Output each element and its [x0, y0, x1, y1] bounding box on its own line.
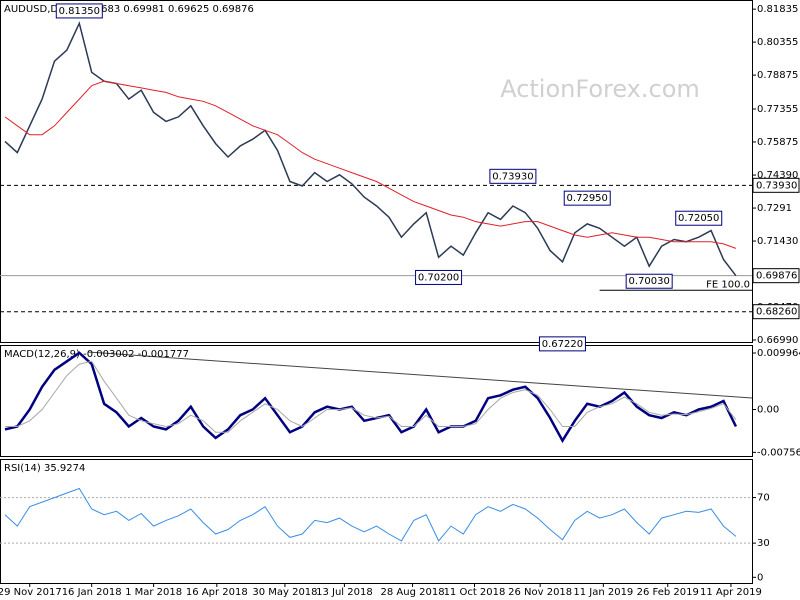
level-label: 0.68260 — [756, 307, 797, 318]
annotation-box — [675, 210, 723, 226]
annotation-label: 0.72950 — [567, 193, 608, 204]
annotation-box — [625, 273, 673, 289]
y-tick-label: 0 — [757, 572, 763, 583]
x-tick-label: 1 Mar 2018 — [125, 587, 182, 598]
annotation-box — [55, 3, 103, 19]
x-tick-label: 26 Nov 2018 — [508, 587, 572, 598]
level-label: 0.73930 — [756, 180, 797, 191]
annotation-box — [563, 190, 611, 206]
level-label-box — [752, 268, 800, 284]
series-line — [4, 351, 738, 444]
x-tick-label: 13 Jul 2018 — [316, 587, 373, 598]
annotation-label: 0.81350 — [59, 6, 100, 17]
x-tick-label: 11 Jan 2019 — [573, 587, 633, 598]
level-label-box — [752, 304, 800, 320]
annotation-label: 0.70030 — [628, 276, 669, 287]
panel-title: RSI(14) 35.9274 — [4, 463, 85, 474]
x-tick-label: 30 May 2018 — [252, 587, 317, 598]
y-tick-label: 0.78875 — [757, 70, 798, 81]
panel-title: AUDUSD,Daily 0.69683 0.69981 0.69625 0.6… — [4, 4, 254, 15]
y-tick-label: 0.81835 — [757, 4, 798, 15]
y-tick-label: 0.74390 — [757, 170, 798, 181]
level-label: 0.69876 — [756, 271, 797, 282]
x-tick-label: 11 Oct 2018 — [444, 587, 506, 598]
rsi-panel — [0, 459, 753, 584]
x-tick-label: 16 Apr 2018 — [186, 587, 248, 598]
macd-panel — [0, 345, 753, 457]
y-tick-label: 0.00 — [757, 405, 779, 416]
annotation-label: 0.73930 — [492, 171, 533, 182]
y-tick-label: 0.66990 — [757, 335, 798, 346]
annotation-box — [489, 168, 537, 184]
annotation-label: 0.70200 — [418, 272, 459, 283]
fe-label: FE 100.0 — [706, 279, 750, 290]
y-tick-label: 0.77355 — [757, 104, 798, 115]
y-tick-label: 0.75875 — [757, 137, 798, 148]
panel-title: MACD(12,26,9) -0.003002 -0.001777 — [4, 349, 189, 360]
x-tick-label: 29 Nov 2017 — [0, 587, 62, 598]
macd-trendline — [87, 351, 753, 399]
level-label-box — [752, 177, 800, 193]
x-tick-label: 28 Aug 2018 — [381, 587, 445, 598]
price-panel — [0, 0, 753, 343]
y-tick-label: 30 — [757, 538, 770, 549]
annotation-label: 0.72050 — [678, 213, 719, 224]
y-tick-label: 0.71430 — [757, 236, 798, 247]
watermark: ActionForex.com — [500, 75, 700, 103]
y-tick-label: -0.00756 — [757, 447, 800, 458]
x-tick-label: 16 Jan 2018 — [62, 587, 122, 598]
annotation-label: 0.67220 — [542, 339, 583, 350]
x-tick-label: 11 Apr 2019 — [700, 587, 762, 598]
x-tick-label: 26 Feb 2019 — [637, 587, 699, 598]
series-line — [5, 360, 737, 433]
y-tick-label: 0.009964 — [757, 348, 800, 359]
annotation-box — [415, 269, 463, 285]
y-tick-label: 0.80355 — [757, 37, 798, 48]
series-line — [4, 80, 737, 249]
series-line — [4, 487, 737, 542]
annotation-box — [538, 336, 586, 352]
y-tick-label: 70 — [757, 493, 770, 504]
series-line — [4, 21, 737, 277]
y-tick-label: 0.7291 — [757, 203, 792, 214]
